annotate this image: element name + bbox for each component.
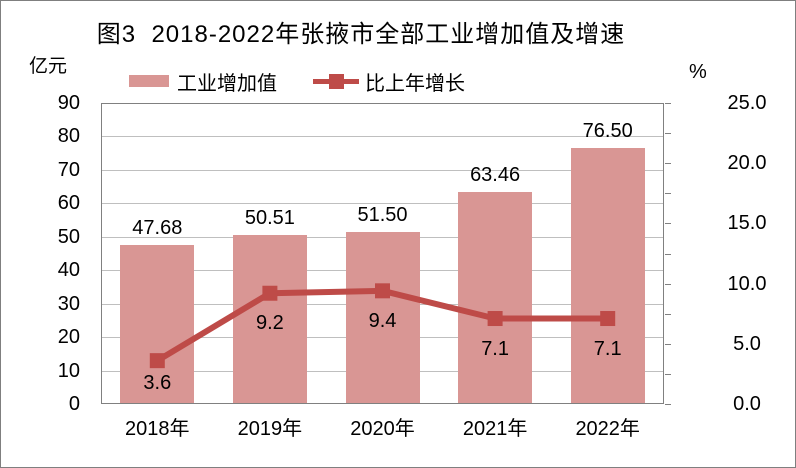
right-axis-tick <box>665 133 671 135</box>
bar <box>570 148 645 404</box>
right-axis-tick <box>665 313 671 315</box>
left-axis-tick-label: 0 <box>68 393 80 415</box>
bar-value-label: 50.51 <box>244 207 295 230</box>
line-value-label: 7.1 <box>481 337 509 360</box>
left-axis-tick-label: 50 <box>57 225 80 248</box>
left-axis-unit-label: 亿元 <box>29 56 68 77</box>
right-axis-tick <box>665 283 671 285</box>
bar-series-legend-swatch <box>129 75 169 87</box>
left-axis-tick-label: 40 <box>57 259 80 282</box>
line-series-legend-label: 比上年增长 <box>365 72 465 95</box>
bar-value-label: 76.50 <box>582 120 633 143</box>
line-marker-icon <box>375 283 390 299</box>
plot-border <box>101 103 664 404</box>
line-legend-marker-icon <box>329 74 344 89</box>
right-axis-tick-label: 0.0 <box>733 393 761 415</box>
left-axis-tick-label: 90 <box>57 92 80 114</box>
right-axis-tick-label: 10.0 <box>727 272 767 295</box>
bar <box>232 235 307 404</box>
bar-value-label: 47.68 <box>132 216 183 239</box>
bar-value-label: 51.50 <box>357 203 408 226</box>
right-axis-tick <box>665 193 671 195</box>
right-axis-tick <box>665 343 671 345</box>
left-axis-tick-label: 80 <box>57 125 80 148</box>
bar <box>345 231 420 404</box>
bar-value-label: 63.46 <box>470 163 521 186</box>
bar <box>120 244 195 404</box>
right-axis-tick <box>665 373 671 375</box>
x-axis-category-label: 2018年 <box>125 418 190 440</box>
gridline <box>101 136 664 138</box>
left-axis-tick-label: 60 <box>57 192 80 215</box>
x-axis-category-label: 2022年 <box>575 418 640 440</box>
right-axis-unit-label: % <box>689 61 707 83</box>
left-axis-tick-label: 10 <box>57 359 80 382</box>
right-axis-tick-label: 5.0 <box>733 332 761 355</box>
line-value-label: 9.4 <box>368 309 397 332</box>
right-axis-tick <box>665 253 671 255</box>
right-axis-tick <box>665 163 671 165</box>
x-axis-category-label: 2021年 <box>462 418 528 440</box>
left-axis-tick-label: 70 <box>57 158 80 181</box>
line-marker-icon <box>262 285 278 301</box>
right-axis-tick-label: 20.0 <box>727 152 767 175</box>
bar <box>458 191 533 404</box>
legend: 工业增加值 比上年增长 <box>129 68 465 95</box>
line-series-legend-swatch <box>313 73 359 89</box>
line-value-label: 7.1 <box>593 337 622 360</box>
line-marker-icon <box>149 353 165 369</box>
line-marker-icon <box>487 311 503 327</box>
bar-series-legend-label: 工业增加值 <box>177 72 277 95</box>
gridline <box>101 169 664 171</box>
right-axis-tick <box>665 223 671 225</box>
x-axis-category-label: 2020年 <box>350 418 415 440</box>
left-axis-tick-label: 20 <box>57 326 80 349</box>
gridline <box>101 203 664 205</box>
chart-title: 图3 2018-2022年张掖市全部工业增加值及增速 <box>96 21 626 48</box>
right-axis-tick <box>665 404 671 405</box>
line-value-label: 9.2 <box>255 312 284 335</box>
right-axis-tick <box>665 103 671 104</box>
line-marker-icon <box>600 311 616 327</box>
x-axis-category-label: 2019年 <box>237 418 303 440</box>
left-axis-tick-label: 30 <box>57 292 80 315</box>
line-value-label: 3.6 <box>143 371 172 394</box>
right-axis-tick-label: 25.0 <box>727 92 767 114</box>
right-axis-tick-label: 15.0 <box>727 212 767 235</box>
